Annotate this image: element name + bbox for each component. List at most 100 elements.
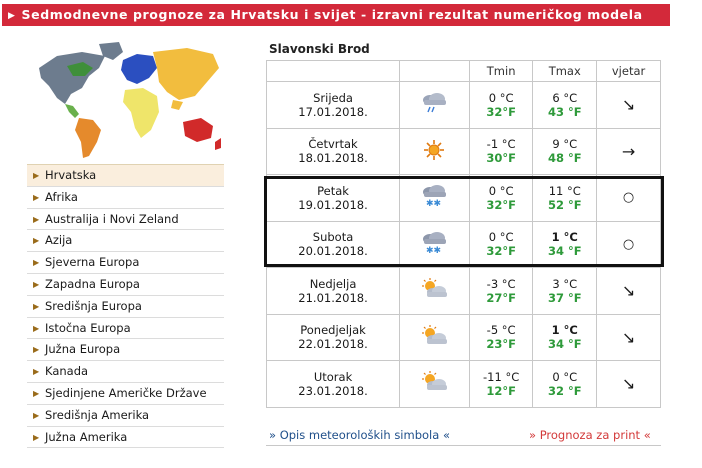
day-name: Četvrtak bbox=[308, 137, 358, 152]
tmax-celsius: 1 °C bbox=[551, 323, 578, 338]
day-date: 22.01.2018. bbox=[298, 337, 368, 352]
cloud-rain-icon bbox=[423, 93, 447, 113]
tmax-celsius: 6 °C bbox=[552, 90, 578, 105]
tmin-cell: -11 °C 12°F bbox=[468, 360, 534, 408]
world-map[interactable] bbox=[27, 38, 224, 164]
tmin-cell: -5 °C 23°F bbox=[468, 313, 534, 361]
table-row: Nedjelja 21.01.2018. -3 °C 27°F 3 °C 37 °F … bbox=[265, 267, 661, 315]
tmax-fahrenheit: 34 °F bbox=[547, 244, 582, 259]
wind-cell: ↘ bbox=[596, 267, 661, 315]
region-item-juzna-amerika[interactable]: ▶ Južna Amerika bbox=[27, 427, 224, 449]
day-date: 17.01.2018. bbox=[298, 104, 368, 119]
tmin-fahrenheit: 32°F bbox=[486, 244, 516, 259]
tmin-fahrenheit: 30°F bbox=[486, 151, 516, 166]
region-item-hrvatska[interactable]: ▶ Hrvatska bbox=[27, 165, 224, 187]
wind-arrow-icon: ↘ bbox=[621, 374, 636, 394]
region-item-azija[interactable]: ▶ Azija bbox=[27, 230, 224, 253]
city-name: Slavonski Brod bbox=[269, 42, 370, 56]
day-cell: Nedjelja 21.01.2018. bbox=[265, 267, 401, 315]
wind-arrow-icon: → bbox=[621, 141, 636, 161]
tmax-celsius: 0 °C bbox=[552, 369, 578, 384]
region-item-australija[interactable]: ▶ Australija i Novi Zeland bbox=[27, 209, 224, 231]
tmin-celsius: 0 °C bbox=[488, 230, 514, 245]
header-tmin: Tmin bbox=[468, 60, 534, 82]
sun-cloud-icon bbox=[422, 324, 448, 344]
wind-cell: ↘ bbox=[596, 81, 661, 129]
weather-icon-cell bbox=[399, 127, 470, 175]
world-map-icon bbox=[27, 38, 224, 164]
region-list: ▶ Hrvatska ▶ Afrika ▶ Australija i Novi Zel… bbox=[27, 164, 224, 449]
weather-icon-cell bbox=[399, 360, 470, 408]
page-header: ▶ Sedmodnevne prognoze za Hrvatsku i svij… bbox=[2, 4, 670, 26]
day-name: Nedjelja bbox=[309, 276, 357, 291]
weather-icon-cell bbox=[399, 313, 470, 361]
tmax-cell: 0 °C 32 °F bbox=[532, 360, 598, 408]
tmax-fahrenheit: 34 °F bbox=[547, 337, 582, 352]
region-item-zapadna-europa[interactable]: ▶ Zapadna Europa bbox=[27, 274, 224, 296]
tmin-cell: 0 °C 32°F bbox=[468, 174, 534, 222]
tmin-fahrenheit: 32°F bbox=[486, 197, 516, 212]
day-cell: Četvrtak 18.01.2018. bbox=[265, 127, 401, 175]
forecast-table: Tmin Tmax vjetar Srijeda 17.01.2018. 0 °C… bbox=[265, 60, 661, 408]
bullet-icon: ▶ bbox=[33, 410, 40, 420]
cloud-snow-icon: ✱✱ bbox=[423, 231, 447, 256]
day-date: 21.01.2018. bbox=[298, 290, 368, 305]
tmin-cell: -1 °C 30°F bbox=[468, 127, 534, 175]
tmax-fahrenheit: 37 °F bbox=[547, 290, 582, 305]
bullet-icon: ▶ bbox=[33, 323, 40, 333]
tmax-celsius: 9 °C bbox=[552, 137, 578, 152]
weather-icon-cell: ✱✱ bbox=[399, 174, 470, 222]
print-link[interactable]: » Prognoza za print « bbox=[529, 428, 651, 442]
cloud-snow-icon: ✱✱ bbox=[423, 185, 447, 209]
tmin-celsius: -11 °C bbox=[483, 369, 520, 384]
wind-cell: ○ bbox=[596, 174, 661, 222]
tmin-cell: -3 °C 27°F bbox=[468, 267, 534, 315]
region-item-sjeverna-europa[interactable]: ▶ Sjeverna Europa bbox=[27, 252, 224, 274]
weather-icon-cell bbox=[399, 81, 470, 129]
tmax-fahrenheit: 48 °F bbox=[547, 151, 582, 166]
header-title: Sedmodnevne prognoze za Hrvatsku i svije… bbox=[21, 7, 643, 22]
table-row: Utorak 23.01.2018. -11 °C 12°F 0 °C 32 °F ↘ bbox=[265, 360, 661, 408]
svg-text:✱✱: ✱✱ bbox=[426, 199, 441, 208]
region-item-juzna-europa[interactable]: ▶ Južna Europa bbox=[27, 339, 224, 362]
table-row: Četvrtak 18.01.2018. -1 °C 30°F 9 °C 48 °F … bbox=[265, 127, 661, 175]
tmin-cell: 0 °C 32°F bbox=[468, 81, 534, 129]
bullet-icon: ▶ bbox=[33, 279, 40, 289]
tmin-celsius: -5 °C bbox=[486, 323, 516, 338]
bullet-icon: ▶ bbox=[33, 258, 40, 268]
svg-text:✱✱: ✱✱ bbox=[426, 246, 441, 255]
tmax-cell: 1 °C 34 °F bbox=[532, 313, 598, 361]
symbols-link[interactable]: » Opis meteoroloških simbola « bbox=[269, 428, 450, 442]
header-arrow-icon: ▶ bbox=[8, 11, 16, 21]
day-cell: Ponedjeljak 22.01.2018. bbox=[265, 313, 401, 361]
day-name: Srijeda bbox=[313, 90, 353, 105]
region-item-istocna-europa[interactable]: ▶ Istočna Europa bbox=[27, 318, 224, 340]
tmin-celsius: -3 °C bbox=[486, 276, 516, 291]
day-date: 20.01.2018. bbox=[298, 244, 368, 259]
region-item-kanada[interactable]: ▶ Kanada bbox=[27, 361, 224, 383]
highlight-box bbox=[264, 176, 664, 267]
region-sidebar: ▶ Hrvatska ▶ Afrika ▶ Australija i Novi Zel… bbox=[27, 38, 224, 449]
tmax-fahrenheit: 32 °F bbox=[547, 383, 582, 398]
day-name: Ponedjeljak bbox=[300, 323, 366, 338]
wind-cell: ↘ bbox=[596, 360, 661, 408]
weather-icon-cell bbox=[399, 267, 470, 315]
wind-arrow-icon: ↘ bbox=[621, 281, 636, 301]
region-item-sredisnja-amerika[interactable]: ▶ Središnja Amerika bbox=[27, 405, 224, 427]
tmax-fahrenheit: 43 °F bbox=[547, 104, 582, 119]
bullet-icon: ▶ bbox=[33, 301, 40, 311]
header-tmax: Tmax bbox=[532, 60, 598, 82]
bullet-icon: ▶ bbox=[33, 214, 40, 224]
bullet-icon: ▶ bbox=[33, 367, 40, 377]
region-item-sad[interactable]: ▶ Sjedinjene Američke Države bbox=[27, 383, 224, 405]
tmin-celsius: 0 °C bbox=[488, 183, 514, 198]
table-header-row: Tmin Tmax vjetar bbox=[265, 60, 661, 82]
region-item-afrika[interactable]: ▶ Afrika bbox=[27, 187, 224, 209]
day-date: 23.01.2018. bbox=[298, 383, 368, 398]
bullet-icon: ▶ bbox=[33, 345, 40, 355]
tmin-fahrenheit: 32°F bbox=[486, 104, 516, 119]
wind-arrow-icon: ↘ bbox=[621, 327, 636, 347]
table-row: Srijeda 17.01.2018. 0 °C 32°F 6 °C 43 °F ↘ bbox=[265, 81, 661, 129]
tmax-celsius: 11 °C bbox=[548, 183, 581, 198]
region-item-sredisnja-europa[interactable]: ▶ Središnja Europa bbox=[27, 296, 224, 318]
